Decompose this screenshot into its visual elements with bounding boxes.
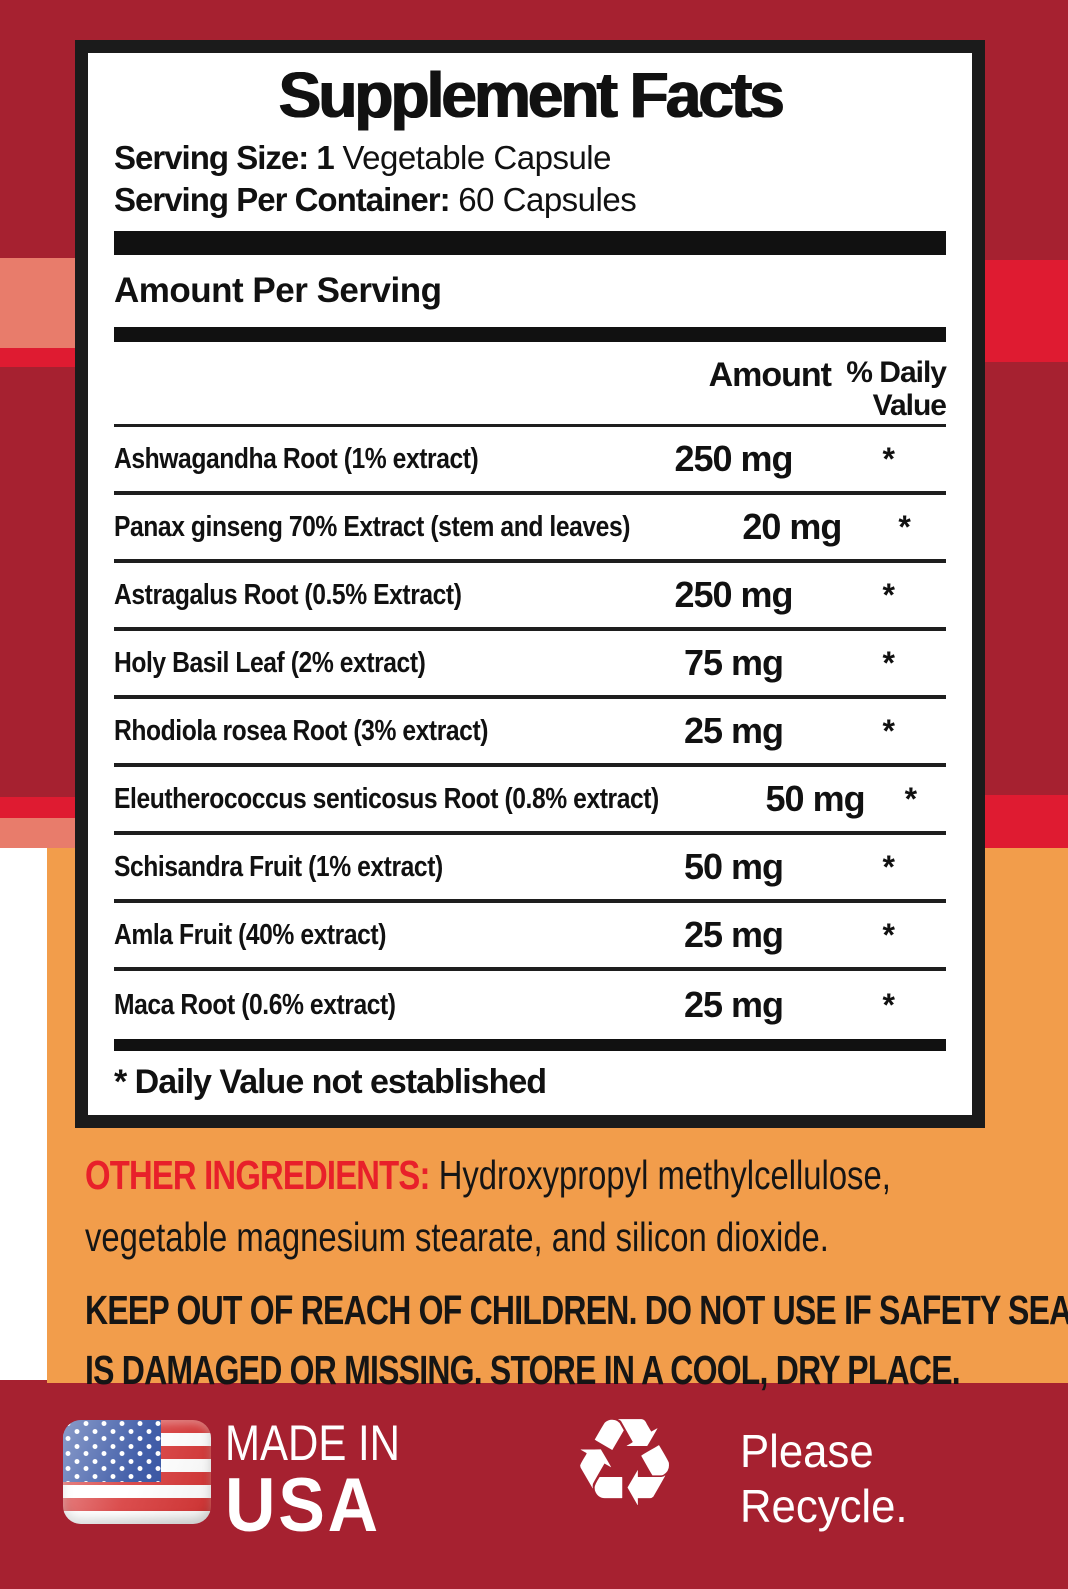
table-row: Maca Root (0.6% extract) 25 mg * bbox=[114, 971, 946, 1039]
ingredient-amount: 25 mg bbox=[683, 914, 784, 955]
daily-value-footnote: * Daily Value not established bbox=[114, 1063, 547, 1101]
thick-divider bbox=[114, 231, 946, 255]
usa-line: USA bbox=[225, 1463, 381, 1548]
table-row: Eleutherococcus senticosus Root (0.8% ex… bbox=[114, 767, 946, 835]
ingredient-daily-value: * bbox=[898, 508, 911, 545]
table-row: Schisandra Fruit (1% extract) 50 mg * bbox=[114, 835, 946, 903]
thin-divider bbox=[114, 424, 946, 427]
ingredient-amount: 20 mg bbox=[742, 506, 842, 547]
ingredient-daily-value: * bbox=[882, 644, 895, 681]
thick-divider bbox=[114, 1039, 946, 1051]
ingredient-amount: 50 mg bbox=[765, 778, 866, 819]
info-section: OTHER INGREDIENTS: Hydroxypropyl methylc… bbox=[85, 1128, 1068, 1400]
supplement-facts-panel: Supplement Facts Serving Size: 1 Vegetab… bbox=[75, 40, 985, 1128]
ingredient-daily-value: * bbox=[904, 780, 917, 817]
ingredient-daily-value: * bbox=[882, 848, 895, 885]
warning-line2: IS DAMAGED OR MISSING. STORE IN A COOL, … bbox=[85, 1347, 961, 1393]
table-column-headers: Amount % Daily Value bbox=[114, 342, 947, 424]
ingredient-name: Astragalus Root (0.5% Extract) bbox=[114, 578, 462, 611]
serving-size-line: Serving Size: 1 Vegetable Capsule bbox=[114, 139, 611, 176]
left-white-strip bbox=[0, 848, 47, 1380]
ingredient-amount: 250 mg bbox=[674, 574, 793, 615]
panel-title: Supplement Facts bbox=[278, 59, 784, 131]
table-row: Ashwagandha Root (1% extract) 250 mg * bbox=[114, 427, 946, 495]
table-row: Amla Fruit (40% extract) 25 mg * bbox=[114, 903, 946, 971]
table-row: Holy Basil Leaf (2% extract) 75 mg * bbox=[114, 631, 946, 699]
ingredient-name: Schisandra Fruit (1% extract) bbox=[114, 850, 443, 883]
flag-gloss-highlight bbox=[63, 1420, 211, 1524]
ingredient-daily-value: * bbox=[882, 712, 895, 749]
right-red-band-top bbox=[985, 260, 1068, 362]
table-row: Rhodiola rosea Root (3% extract) 25 mg * bbox=[114, 699, 946, 767]
left-salmon-band-mid bbox=[0, 818, 78, 848]
ingredient-amount: 75 mg bbox=[683, 642, 784, 683]
ingredients-table: Ashwagandha Root (1% extract) 250 mg * P… bbox=[114, 427, 946, 1039]
ingredient-amount: 25 mg bbox=[683, 984, 784, 1025]
recycle-icon: ♻ bbox=[570, 1392, 680, 1534]
amount-per-serving-header: Amount Per Serving bbox=[114, 271, 442, 310]
table-row: Astragalus Root (0.5% Extract) 250 mg * bbox=[114, 563, 946, 631]
right-red-band-mid bbox=[985, 795, 1068, 850]
ingredient-amount: 250 mg bbox=[674, 438, 793, 479]
other-ingredients-line2: vegetable magnesium stearate, and silico… bbox=[85, 1214, 829, 1260]
left-red-band-top bbox=[0, 348, 78, 367]
other-ingredients-line1: OTHER INGREDIENTS: Hydroxypropyl methylc… bbox=[85, 1152, 891, 1198]
left-red-band-mid bbox=[0, 797, 78, 818]
ingredient-daily-value: * bbox=[882, 986, 895, 1023]
table-row: Panax ginseng 70% Extract (stem and leav… bbox=[114, 495, 946, 563]
left-salmon-band-top bbox=[0, 258, 78, 348]
ingredient-name: Eleutherococcus senticosus Root (0.8% ex… bbox=[114, 782, 659, 815]
ingredient-name: Maca Root (0.6% extract) bbox=[114, 988, 396, 1021]
ingredient-name: Ashwagandha Root (1% extract) bbox=[114, 442, 479, 475]
ingredient-daily-value: * bbox=[882, 440, 895, 477]
flag-stars-canton bbox=[63, 1420, 161, 1482]
please-recycle-text: Please Recycle. bbox=[740, 1425, 908, 1532]
amount-column-header: Amount bbox=[708, 356, 832, 394]
ingredient-amount: 25 mg bbox=[683, 710, 784, 751]
ingredient-amount: 50 mg bbox=[683, 846, 784, 887]
daily-value-column-header: % Daily Value bbox=[846, 356, 947, 422]
serving-info: Serving Size: 1 Vegetable Capsule Servin… bbox=[114, 137, 946, 221]
made-in-line: MADE IN bbox=[225, 1415, 401, 1471]
ingredient-daily-value: * bbox=[882, 576, 895, 613]
ingredient-name: Rhodiola rosea Root (3% extract) bbox=[114, 714, 489, 747]
warning-line1: KEEP OUT OF REACH OF CHILDREN. DO NOT US… bbox=[85, 1287, 1068, 1333]
ingredient-name: Holy Basil Leaf (2% extract) bbox=[114, 646, 426, 679]
ingredient-name: Amla Fruit (40% extract) bbox=[114, 918, 386, 951]
servings-per-container-line: Serving Per Container: 60 Capsules bbox=[114, 181, 637, 218]
other-ingredients-label: OTHER INGREDIENTS: bbox=[85, 1152, 430, 1198]
ingredient-name: Panax ginseng 70% Extract (stem and leav… bbox=[114, 510, 631, 543]
us-flag-icon bbox=[63, 1420, 211, 1524]
made-in-usa-text: MADE IN USA bbox=[225, 1415, 433, 1548]
ingredient-daily-value: * bbox=[882, 916, 895, 953]
thick-divider bbox=[114, 327, 946, 342]
